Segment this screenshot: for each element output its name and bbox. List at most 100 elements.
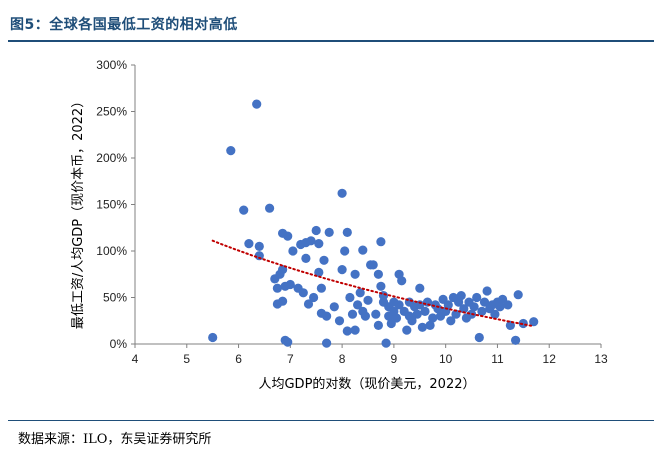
data-point: [474, 332, 484, 343]
data-point: [503, 300, 513, 310]
data-point: [428, 313, 438, 323]
data-point: [529, 317, 539, 327]
data-point: [402, 325, 412, 335]
y-tick-label: 0%: [110, 337, 128, 351]
source-rule: [8, 420, 654, 421]
data-point: [412, 309, 422, 319]
data-point: [301, 253, 311, 263]
data-point: [371, 309, 381, 319]
x-tick-label: 6: [235, 352, 242, 366]
data-point: [482, 286, 492, 296]
scatter-chart: 0% 50% 100% 150% 200% 250% 300% 4 5 6 7 8 9 10 11 12 13…: [71, 58, 608, 392]
data-point: [353, 300, 363, 310]
data-point: [306, 236, 316, 246]
data-point: [513, 290, 523, 300]
data-point: [254, 241, 264, 251]
data-point: [368, 260, 378, 270]
data-point: [376, 281, 386, 291]
data-point: [283, 231, 293, 241]
data-point: [469, 302, 479, 312]
data-point: [381, 338, 391, 348]
x-tick-label: 11: [491, 352, 504, 366]
data-points: [208, 99, 539, 348]
data-point: [252, 99, 262, 109]
y-tick-label: 150%: [96, 198, 127, 212]
x-tick-label: 9: [391, 352, 398, 366]
data-point: [314, 239, 324, 249]
data-point: [337, 188, 347, 198]
data-point: [355, 288, 365, 298]
title-rule: [8, 40, 654, 42]
trend-line: [211, 239, 535, 328]
data-point: [472, 292, 482, 303]
data-point: [363, 295, 373, 305]
data-point: [490, 309, 500, 319]
data-point: [314, 267, 324, 277]
data-point: [298, 288, 308, 298]
data-point: [373, 320, 383, 330]
data-point: [477, 306, 487, 316]
x-axis: 4 5 6 7 8 9 10 11 12 13: [132, 343, 608, 366]
data-point: [433, 304, 443, 314]
data-point: [345, 292, 355, 303]
data-point: [479, 297, 490, 307]
data-point: [394, 300, 404, 310]
x-tick-label: 4: [132, 352, 139, 366]
data-point: [303, 299, 314, 309]
data-point: [510, 335, 521, 345]
y-tick-label: 100%: [96, 244, 127, 258]
data-point: [373, 269, 383, 279]
data-point: [285, 279, 295, 290]
data-point: [337, 265, 347, 275]
data-point: [495, 302, 505, 312]
data-point: [415, 283, 425, 293]
data-point: [360, 311, 370, 321]
data-point: [391, 313, 402, 323]
data-point: [358, 245, 368, 255]
source-note: 数据来源：ILO，东吴证券研究所: [18, 432, 212, 447]
data-point: [350, 325, 360, 335]
data-point: [311, 225, 321, 236]
data-point: [425, 320, 435, 330]
data-point: [376, 237, 386, 247]
data-point: [288, 246, 298, 256]
data-point: [316, 283, 326, 293]
data-point: [283, 337, 293, 347]
data-point: [254, 251, 264, 261]
data-point: [443, 300, 453, 310]
data-point: [397, 276, 407, 286]
data-point: [278, 296, 288, 306]
x-tick-label: 8: [339, 352, 346, 366]
y-tick-label: 50%: [103, 291, 127, 305]
x-axis-title: 人均GDP的对数（现价美元，2022）: [258, 376, 475, 392]
data-point: [420, 306, 430, 316]
y-axis-title: 最低工资/人均GDP（现价本币，2022）: [71, 95, 86, 329]
data-point: [244, 239, 254, 249]
data-point: [446, 316, 456, 326]
data-point: [265, 203, 275, 213]
data-point: [208, 332, 218, 343]
figure-title: 图5：全球各国最低工资的相对高低: [10, 17, 238, 33]
data-point: [342, 227, 352, 237]
data-point: [340, 246, 350, 256]
data-point: [226, 146, 236, 156]
data-point: [518, 318, 528, 329]
data-point: [456, 291, 466, 301]
data-point: [309, 292, 319, 303]
data-point: [417, 322, 427, 332]
x-tick-label: 12: [543, 352, 557, 366]
data-point: [342, 326, 352, 336]
data-point: [272, 283, 282, 293]
y-tick-label: 300%: [96, 58, 127, 72]
x-tick-label: 10: [439, 352, 453, 366]
y-tick-label: 200%: [96, 151, 127, 165]
x-tick-label: 5: [183, 352, 190, 366]
data-point: [350, 269, 360, 279]
data-point: [415, 300, 425, 310]
data-point: [322, 311, 332, 321]
data-point: [347, 309, 358, 319]
data-point: [319, 255, 329, 265]
data-point: [329, 302, 339, 312]
data-point: [322, 338, 332, 348]
x-tick-label: 7: [287, 352, 294, 366]
